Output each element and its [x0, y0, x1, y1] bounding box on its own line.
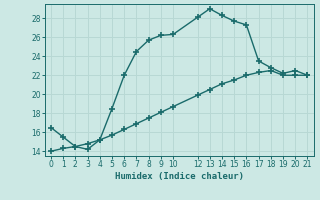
X-axis label: Humidex (Indice chaleur): Humidex (Indice chaleur) — [115, 172, 244, 181]
